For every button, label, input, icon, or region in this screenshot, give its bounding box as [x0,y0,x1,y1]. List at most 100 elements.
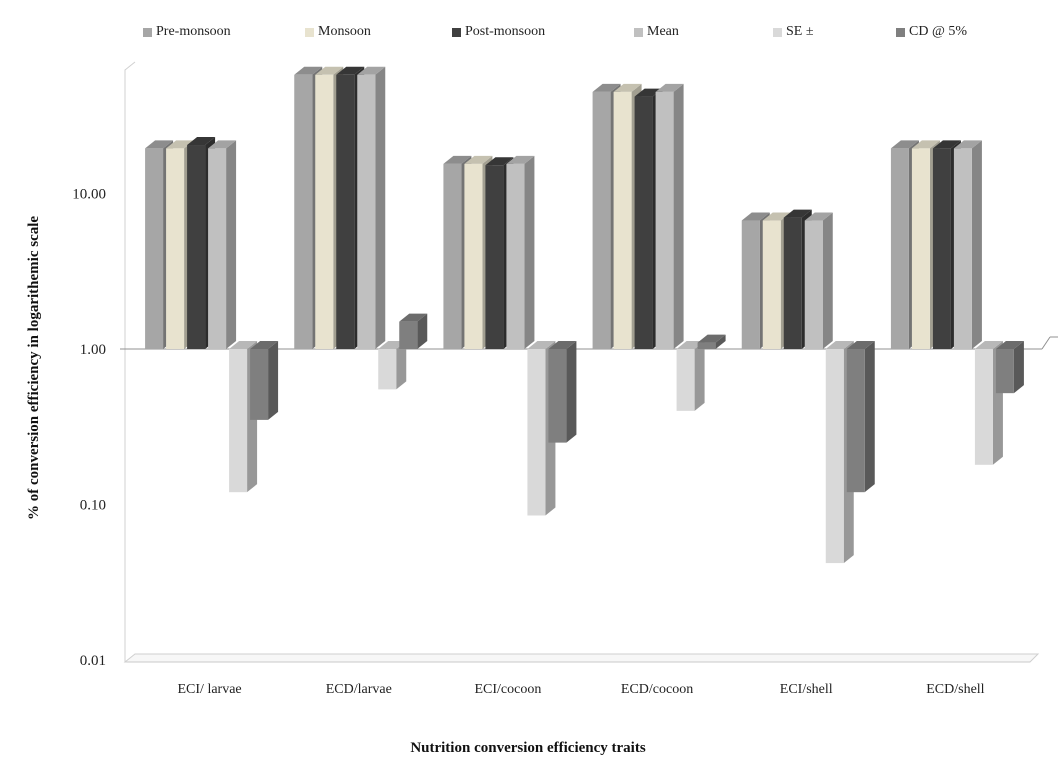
bar-front [974,349,993,465]
bar-top [527,341,556,349]
bar-top [208,140,237,149]
bar-top [613,83,642,92]
category-label: ECI/ larvae [178,682,242,697]
floor [123,653,1040,663]
bar-5-4 [974,341,1003,465]
bar-front [208,148,227,349]
legend-swatch [773,27,782,37]
category-label: ECD/cocoon [621,682,693,697]
bar-front [506,163,525,349]
bar-front [187,145,206,349]
bar-1-5 [399,313,428,349]
bar-side [524,155,535,349]
bar-top [890,140,919,149]
bar-front [953,148,972,349]
bar-top [443,155,472,164]
y-tick-label: 1.00 [80,342,106,358]
y-tick-label: 10.00 [72,187,106,203]
category-label: ECD/shell [926,682,984,697]
bar-1-3 [357,66,386,349]
bar-front [166,148,185,349]
baseline-depth [1041,336,1051,350]
legend-item: Pre-monsoon [143,24,231,40]
bar-top [697,334,726,343]
bar-front [741,220,760,349]
legend-label: Mean [647,24,679,39]
bar-front [932,148,951,349]
bar-4-3 [804,212,833,349]
bar-top [741,212,770,221]
bar-side [375,66,386,349]
bar-front [911,148,930,349]
bar-front [613,91,632,350]
bar-top [783,209,812,218]
bar-top [846,341,875,349]
bar-top [804,212,833,221]
bar-front [762,220,781,349]
left-wall [124,61,136,662]
bar-top [464,155,493,164]
bar-top [506,155,535,164]
y-tick-label: 0.10 [80,498,106,514]
bar-top [953,140,982,149]
bar-side [226,140,237,349]
bar-5-3 [953,140,982,349]
bar-top [592,83,621,92]
bar-top [294,66,323,75]
bar-top [315,66,344,75]
y-tick-label: 0.01 [80,653,106,669]
y-ticks: 0.01 0.10 1.00 10.00 [72,187,106,670]
bar-front [995,349,1014,394]
bar-top [995,341,1024,349]
bar-side [694,341,705,411]
bars-group [145,66,1024,564]
bar-2-5 [548,341,577,443]
bar-front [294,74,313,349]
bar-front [464,163,483,349]
legend-label: SE ± [786,24,814,39]
bar-side [715,334,726,349]
bar-top [250,341,279,349]
bar-front [890,148,909,349]
bar-front [485,165,504,349]
bar-top [166,140,195,149]
bar-front [443,163,462,349]
bar-side [1013,341,1024,394]
bar-side [864,341,875,493]
legend-item: Monsoon [305,24,371,40]
bar-top [825,341,854,349]
bar-front [592,91,611,350]
bar-side [822,212,833,349]
bar-top [357,66,386,75]
bar-top [932,140,961,149]
bar-front [229,349,248,493]
bar-side [971,140,982,349]
bar-side [566,341,577,443]
bar-2-3 [506,155,535,349]
bar-front [548,349,567,443]
bar-0-5 [250,341,279,420]
bar-front [655,91,674,350]
legend-swatch [305,27,314,37]
bar-side [268,341,279,420]
chart-legend: Pre-monsoon Monsoon Post-monsoon Mean SE ± CD… [0,0,1058,60]
bar-5-5 [995,341,1024,394]
bar-front [250,349,269,420]
bar-front [145,148,164,349]
bar-front [378,349,397,390]
legend-item: SE ± [773,24,814,40]
bar-top [336,66,365,75]
x-axis-title: Nutrition conversion efficiency traits [410,740,646,756]
legend-item: Mean [634,24,679,40]
legend-swatch [452,27,461,37]
bar-top [762,212,791,221]
bar-front [846,349,865,493]
bar-4-5 [846,341,875,493]
bar-front [804,220,823,349]
bar-0-3 [208,140,237,349]
legend-swatch [143,27,152,37]
bar-top [399,313,428,322]
plot-frame [120,61,1058,663]
bar-side [396,341,407,390]
y-axis-title: % of conversion efficiency in logarithem… [26,216,42,520]
